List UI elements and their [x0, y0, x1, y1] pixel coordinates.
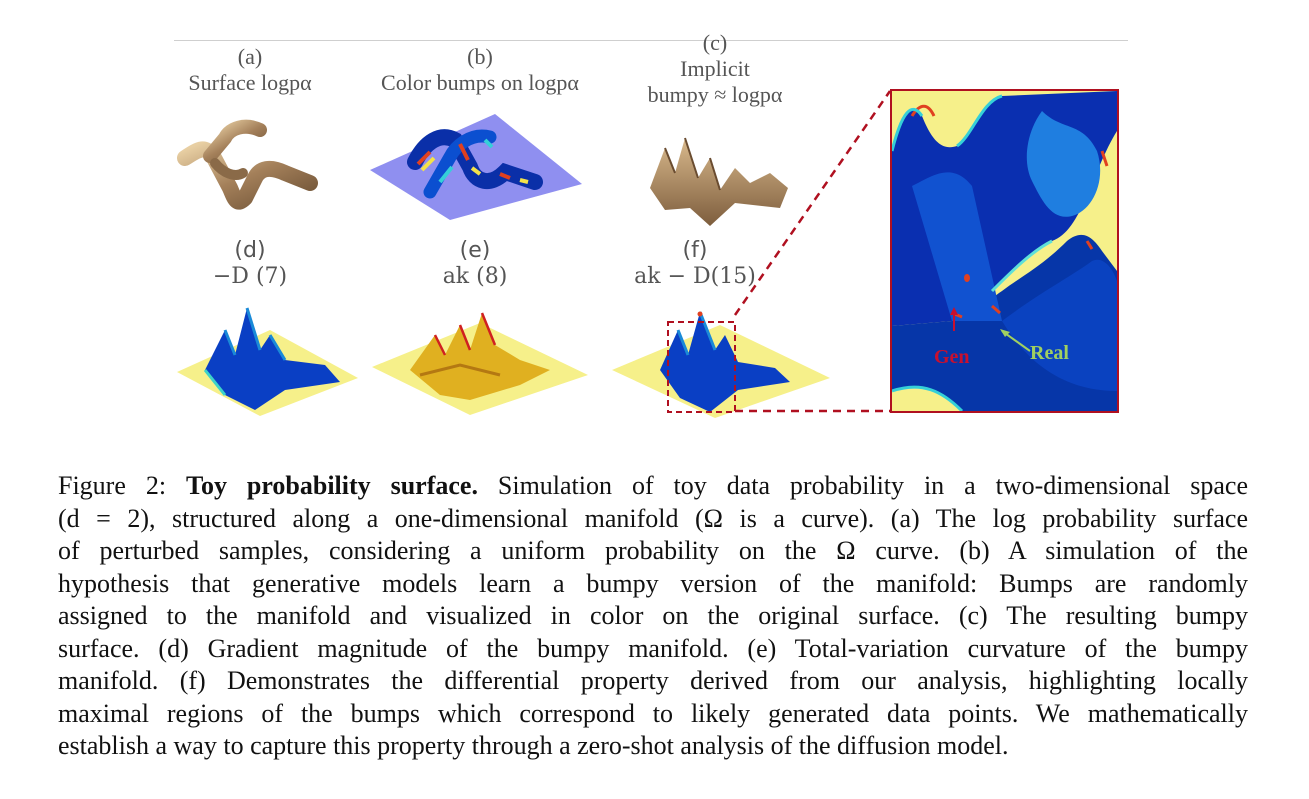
caption-prefix: Figure 2:	[58, 471, 186, 500]
caption-line-3: of perturbed samples, considering a unif…	[58, 536, 1248, 565]
panel-a-label: (a) Surface logpα	[170, 44, 330, 96]
zoom-connectors	[733, 90, 892, 413]
panel-f-zoom-box	[667, 321, 736, 413]
caption-line-1: Figure 2: Toy probability surface. Simul…	[58, 470, 1248, 503]
panel-a-title: Surface logpα	[188, 70, 312, 95]
panel-b-title: Color bumps on logpα	[381, 70, 579, 95]
caption-line-7: manifold. (f) Demonstrates the different…	[58, 666, 1248, 695]
caption-title: Toy probability surface.	[185, 471, 478, 500]
panel-c-surface	[650, 137, 788, 226]
top-rule	[174, 40, 1128, 41]
real-label: Real	[1030, 342, 1069, 364]
figure-2: (a) Surface logpα (b) Color bumps on log…	[170, 30, 1128, 418]
caption-line-8: maximal regions of the bumps which corre…	[58, 698, 1248, 728]
panel-c-label: (c) Implicit bumpy ≈ logpα	[620, 30, 810, 108]
caption-line-6: surface. (d) Gradient magnitude of the b…	[58, 633, 1248, 663]
panel-a-surface	[177, 119, 318, 210]
panel-e-letter: (e)	[459, 238, 491, 263]
panel-b-label: (b) Color bumps on logpα	[355, 44, 605, 96]
panel-c-title-line1: Implicit	[680, 56, 750, 81]
panel-f-letter: (f)	[682, 238, 708, 263]
panel-b-letter: (b)	[467, 44, 493, 69]
caption-line-5: assigned to the manifold and visualized …	[58, 601, 1248, 630]
gen-label: Gen	[934, 346, 970, 368]
caption-line-2: (d = 2), structured along a one-dimensio…	[58, 503, 1248, 533]
panel-a-letter: (a)	[237, 44, 263, 69]
panel-f-label: (f) ak − D(15)	[610, 238, 780, 290]
zoom-surface: Gen Real	[892, 91, 1117, 411]
panel-e-label: (e) ak (8)	[390, 238, 560, 290]
panel-d-title: −D (7)	[212, 264, 288, 289]
figure-caption: Figure 2: Toy probability surface. Simul…	[58, 470, 1248, 763]
panel-e-surface	[372, 312, 588, 415]
panel-e-title: ak (8)	[442, 264, 508, 289]
panel-d-surface	[177, 307, 358, 416]
panel-d-letter: (d)	[234, 238, 266, 263]
panel-f-title: ak − D(15)	[634, 264, 756, 289]
caption-line-1-text: Simulation of toy data probability in a …	[477, 471, 1249, 500]
caption-line-4: hypothesis that generative models learn …	[58, 568, 1248, 598]
panel-f-surface	[612, 311, 830, 418]
panel-d-label: (d) −D (7)	[170, 238, 330, 290]
panel-c-title-line2: bumpy ≈ logpα	[647, 82, 783, 107]
panel-c-letter: (c)	[702, 30, 728, 55]
panel-b-surface	[370, 114, 582, 220]
caption-line-9: establish a way to capture this property…	[58, 731, 1009, 760]
zoom-panel: Gen Real	[890, 89, 1119, 413]
